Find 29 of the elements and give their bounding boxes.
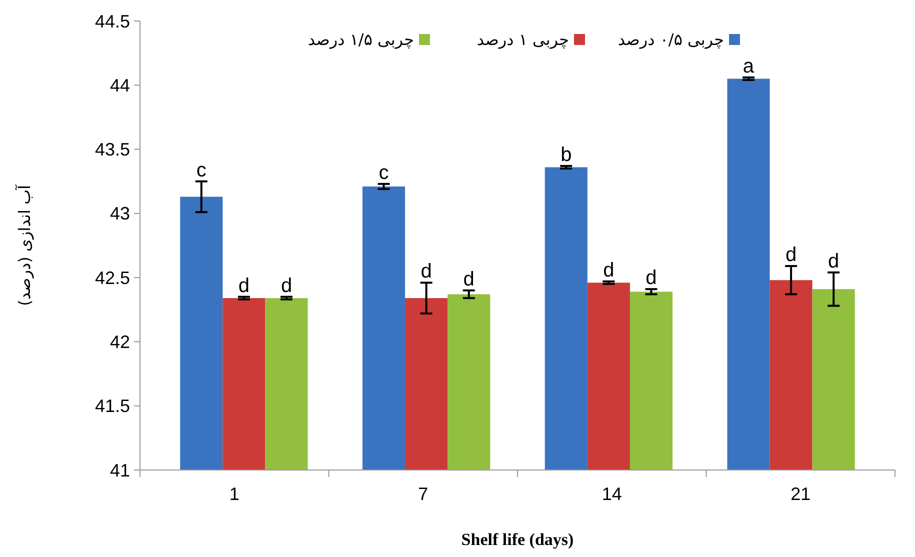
x-tick-label: 7 [418,484,428,504]
x-axis-title: Shelf life (days) [461,530,574,549]
data-label: d [463,268,474,290]
data-label: d [646,267,657,290]
y-tick-label: 43.5 [94,140,130,160]
y-tick-label: 42.5 [94,268,130,288]
y-axis-title: آب اندازی (درصد) [14,183,34,306]
x-tick-label: 21 [790,484,811,504]
data-label: d [238,274,250,297]
data-label: d [785,244,797,266]
data-label: d [420,260,432,283]
y-tick-label: 42 [110,332,130,352]
x-tick-label: 14 [602,484,622,504]
data-label: d [828,250,840,272]
y-tick-label: 44 [110,75,130,96]
y-tick-label: 44.5 [94,11,130,32]
data-label: d [603,259,614,282]
data-label: b [560,144,572,166]
legend-label: چربی ۱/۵ درصد [308,30,414,49]
legend-label: چربی ۰/۵ درصد [618,30,724,49]
y-tick-label: 41 [110,460,130,480]
y-tick-label: 41.5 [94,396,130,416]
data-label: c [378,162,389,184]
data-label: d [280,274,292,297]
data-label: c [196,159,206,182]
legend-label: چربی ۱ درصد [476,30,569,49]
data-label: a [742,55,755,78]
y-tick-label: 43 [110,204,130,224]
x-tick-label: 1 [229,484,240,504]
